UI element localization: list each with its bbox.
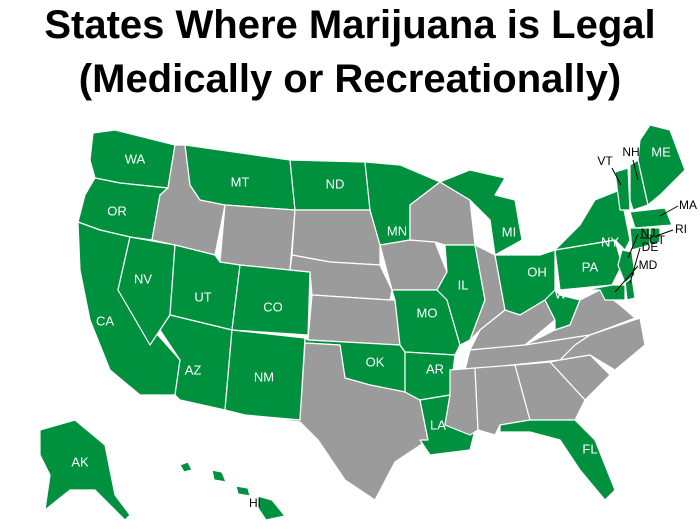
state-label: OH	[527, 264, 547, 279]
leader-line	[629, 247, 641, 284]
title-line: States Where Marijuana is Legal	[44, 3, 655, 47]
state-label: CA	[96, 313, 114, 328]
state	[211, 469, 227, 483]
state	[179, 461, 193, 473]
states	[39, 124, 686, 521]
state-label: ME	[651, 144, 671, 159]
state	[379, 239, 448, 291]
state	[637, 124, 686, 206]
state-label: UT	[194, 289, 211, 304]
state-label: HI	[249, 496, 261, 510]
state-label: AK	[71, 454, 89, 469]
state-label: MA	[679, 198, 697, 212]
state-label: FL	[582, 441, 597, 456]
state	[291, 209, 381, 266]
state	[307, 294, 401, 346]
state-label: MO	[417, 305, 438, 320]
leader-line	[655, 229, 674, 237]
leader-line	[611, 167, 622, 186]
state-label: NM	[254, 369, 274, 384]
state-label: MT	[231, 174, 250, 189]
state	[554, 189, 631, 251]
leader-line	[659, 205, 679, 217]
state	[224, 329, 306, 421]
state-label: ND	[326, 176, 345, 191]
state	[499, 419, 616, 501]
state-label: WV	[555, 286, 576, 301]
state	[629, 159, 649, 211]
state-label: NH	[622, 145, 639, 159]
state	[439, 169, 523, 256]
state	[231, 264, 311, 336]
title-line: (Medically or Recreationally)	[79, 57, 621, 101]
state-label: MI	[502, 224, 516, 239]
state	[219, 204, 296, 271]
state	[444, 367, 479, 436]
state	[614, 167, 631, 211]
state-label: OK	[366, 354, 385, 369]
state-label: VT	[597, 154, 613, 168]
state	[257, 495, 286, 521]
state-label: DE	[642, 240, 659, 254]
state-label: AZ	[185, 362, 202, 377]
state-label: MD	[639, 258, 658, 272]
state-label: CO	[263, 299, 283, 314]
state-label: CT	[649, 233, 666, 247]
state-label: RI	[675, 222, 687, 236]
state-label: PA	[582, 259, 599, 274]
state	[39, 419, 131, 521]
state-label: NV	[134, 271, 152, 286]
state-label: LA	[430, 417, 446, 432]
leader-line	[632, 159, 639, 181]
state	[629, 207, 673, 229]
state-label: WA	[125, 151, 146, 166]
state	[514, 361, 586, 421]
state	[649, 227, 661, 246]
leader-line	[627, 233, 639, 259]
state	[559, 317, 646, 371]
state	[235, 485, 251, 497]
state	[549, 354, 611, 401]
state-label: NY	[601, 234, 619, 249]
state-label: AR	[426, 361, 444, 376]
state-label: NJ	[641, 226, 656, 240]
labels: WA OR CA NV MT UT CO AZ NM ND OK MN MO AR LA IL MI OH WV FL…	[71, 144, 697, 510]
state	[257, 342, 429, 501]
state-label: IL	[458, 277, 469, 292]
state-label: MN	[387, 223, 407, 238]
leader-line	[614, 265, 639, 293]
state-label: OR	[107, 203, 127, 218]
state	[584, 284, 626, 301]
